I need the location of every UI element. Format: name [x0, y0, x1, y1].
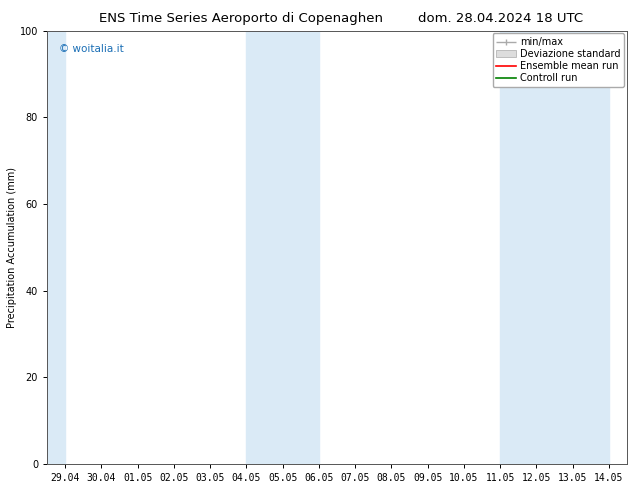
Legend: min/max, Deviazione standard, Ensemble mean run, Controll run: min/max, Deviazione standard, Ensemble m… [493, 33, 624, 87]
Bar [247, 30, 319, 464]
Y-axis label: Precipitation Accumulation (mm): Precipitation Accumulation (mm) [7, 167, 17, 328]
Text: dom. 28.04.2024 18 UTC: dom. 28.04.2024 18 UTC [418, 12, 583, 25]
Text: ENS Time Series Aeroporto di Copenaghen: ENS Time Series Aeroporto di Copenaghen [99, 12, 383, 25]
Bar [500, 30, 609, 464]
Bar [47, 30, 65, 464]
Text: © woitalia.it: © woitalia.it [59, 44, 124, 53]
